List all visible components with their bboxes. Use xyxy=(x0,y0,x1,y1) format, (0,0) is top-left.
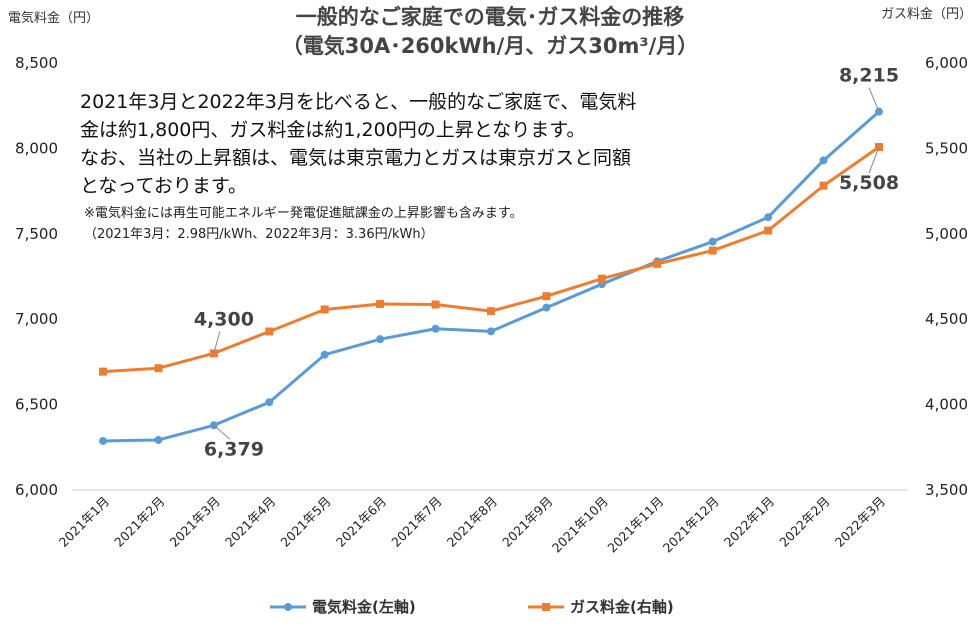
left-y-tick-label: 6,500 xyxy=(15,396,58,414)
data-label: 8,215 xyxy=(839,65,899,87)
right-y-tick-label: 6,000 xyxy=(925,54,968,72)
data-point-electricity xyxy=(154,435,163,444)
annotation-line: 金は約1,800円、ガス料金は約1,200円の上昇となります。 xyxy=(80,119,585,141)
data-point-electricity xyxy=(542,303,551,312)
data-point-gas xyxy=(320,305,329,314)
legend: 電気料金(左軸) ガス料金(右軸) xyxy=(270,598,674,616)
data-point-electricity xyxy=(819,156,828,165)
x-tick-label: 2021年10月 xyxy=(549,494,611,556)
x-tick-label: 2021年6月 xyxy=(333,494,389,550)
legend-label: 電気料金(左軸) xyxy=(312,598,416,616)
data-point-gas xyxy=(653,259,662,268)
x-tick-label: 2021年5月 xyxy=(277,494,333,550)
x-tick-label: 2021年8月 xyxy=(444,494,500,550)
right-y-tick-label: 4,000 xyxy=(925,396,968,414)
data-point-electricity xyxy=(376,335,385,344)
annotation-text: 2021年3月と2022年3月を比べると、一般的なご家庭で、電気料 金は約1,8… xyxy=(80,91,636,242)
x-tick-label: 2021年11月 xyxy=(604,494,666,556)
annotation-line: となっております。 xyxy=(80,175,247,197)
data-point-electricity xyxy=(320,350,329,359)
data-point-gas xyxy=(542,292,551,301)
data-point-gas xyxy=(708,246,717,255)
legend-label: ガス料金(右軸) xyxy=(570,598,674,616)
legend-marker xyxy=(284,603,292,611)
data-point-gas xyxy=(764,226,773,235)
data-point-gas xyxy=(431,300,440,309)
data-labels: 4,300 6,379 8,215 5,508 xyxy=(194,65,899,461)
left-y-tick-label: 6,000 xyxy=(15,481,58,499)
data-point-gas xyxy=(99,367,107,376)
data-point-electricity xyxy=(764,213,773,222)
right-y-tick-label: 5,500 xyxy=(925,139,968,157)
x-tick-label: 2021年12月 xyxy=(660,494,722,556)
right-y-tick-label: 5,000 xyxy=(925,225,968,243)
data-label-leader xyxy=(868,87,880,112)
note-line: ※電気料金には再生可能エネルギー発電促進賦課金の上昇影響も含みます。 xyxy=(84,205,523,221)
x-tick-label: 2021年9月 xyxy=(499,494,555,550)
data-label-leader xyxy=(213,424,231,440)
annotation-line: なお、当社の上昇額は、電気は東京電力とガスは東京ガスと同額 xyxy=(80,147,631,169)
series-layer xyxy=(99,107,883,445)
data-point-gas xyxy=(265,327,274,336)
x-tick-label: 2022年3月 xyxy=(832,494,888,550)
data-point-gas xyxy=(487,307,495,316)
x-tick-label: 2021年3月 xyxy=(167,494,223,550)
right-y-tick-label: 4,500 xyxy=(925,310,968,328)
x-tick-label: 2022年1月 xyxy=(721,494,777,550)
data-point-gas xyxy=(376,299,385,308)
x-tick-label: 2021年4月 xyxy=(222,494,278,550)
left-y-tick-label: 7,500 xyxy=(15,225,58,243)
annotation-line: 2021年3月と2022年3月を比べると、一般的なご家庭で、電気料 xyxy=(80,91,636,113)
note-line: （2021年3月：2.98円/kWh、2022年3月：3.36円/kWh） xyxy=(84,227,434,242)
data-point-gas xyxy=(597,274,606,283)
data-label: 6,379 xyxy=(204,438,264,460)
x-tick-label: 2021年2月 xyxy=(111,494,167,550)
right-axis-title: ガス料金（円） xyxy=(881,6,972,22)
x-tick-label: 2021年7月 xyxy=(388,494,444,550)
data-label: 5,508 xyxy=(839,172,899,194)
x-tick-label: 2021年1月 xyxy=(56,494,112,550)
data-label-leader xyxy=(868,146,880,174)
data-point-electricity xyxy=(487,327,495,336)
data-point-electricity xyxy=(99,436,107,445)
left-y-tick-label: 8,000 xyxy=(15,139,58,157)
left-y-tick-label: 7,000 xyxy=(15,310,58,328)
data-label-leader xyxy=(213,331,221,354)
chart-subtitle: （電気30A･260kWh/月、ガス30m³/月） xyxy=(282,34,699,58)
x-tick-label: 2022年2月 xyxy=(776,494,832,550)
chart-title: 一般的なご家庭での電気･ガス料金の推移 xyxy=(296,5,685,29)
right-y-tick-label: 3,500 xyxy=(925,481,968,499)
data-point-electricity xyxy=(265,398,274,407)
legend-marker xyxy=(542,603,550,611)
data-point-gas xyxy=(819,181,828,190)
data-label: 4,300 xyxy=(194,308,254,330)
left-axis-title: 電気料金（円） xyxy=(8,10,99,26)
data-point-electricity xyxy=(708,237,717,246)
data-point-gas xyxy=(154,364,163,373)
left-y-tick-label: 8,500 xyxy=(15,54,58,72)
data-point-electricity xyxy=(431,324,440,333)
